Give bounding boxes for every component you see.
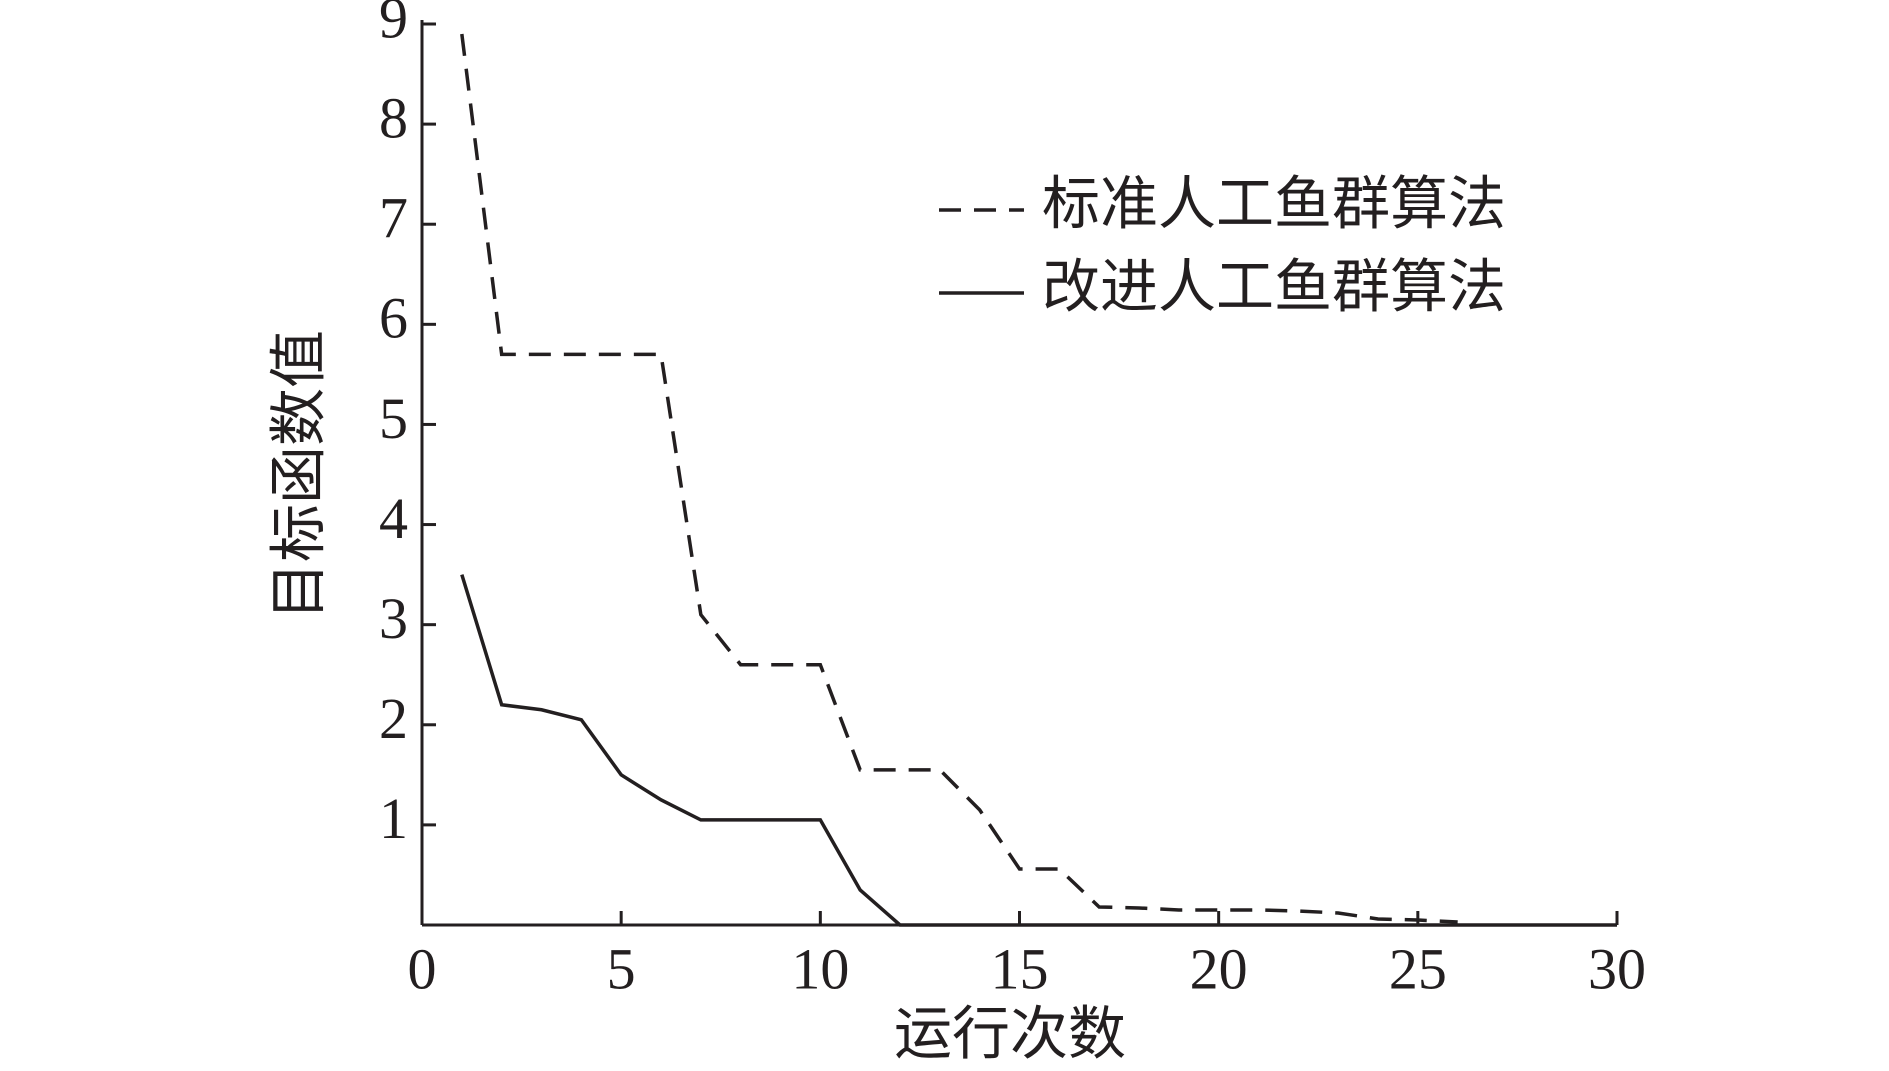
x-tick-label: 20	[1190, 936, 1248, 1001]
y-axis-label: 目标函数值	[266, 330, 331, 620]
x-tick-label: 0	[408, 936, 437, 1001]
x-tick-label: 10	[791, 936, 849, 1001]
y-tick-label: 9	[379, 0, 408, 50]
y-tick-label: 6	[379, 286, 408, 351]
x-tick-label: 5	[607, 936, 636, 1001]
y-tick-label: 7	[379, 186, 408, 251]
x-tick-label: 15	[991, 936, 1049, 1001]
y-tick-label: 1	[379, 786, 408, 851]
y-tick-label: 5	[379, 386, 408, 451]
series-line	[460, 574, 1617, 927]
y-tick-label: 3	[379, 586, 408, 651]
legend-label: 标准人工鱼群算法	[1042, 171, 1506, 236]
x-tick-label: 25	[1389, 936, 1447, 1001]
y-tick-label: 4	[379, 486, 408, 551]
y-tick-label: 2	[379, 686, 408, 751]
x-tick-label: 30	[1588, 936, 1646, 1001]
series-line	[460, 33, 1458, 924]
legend-label: 改进人工鱼群算法	[1042, 254, 1506, 319]
y-tick-label: 8	[379, 85, 408, 150]
x-axis-label: 运行次数	[894, 1001, 1126, 1066]
